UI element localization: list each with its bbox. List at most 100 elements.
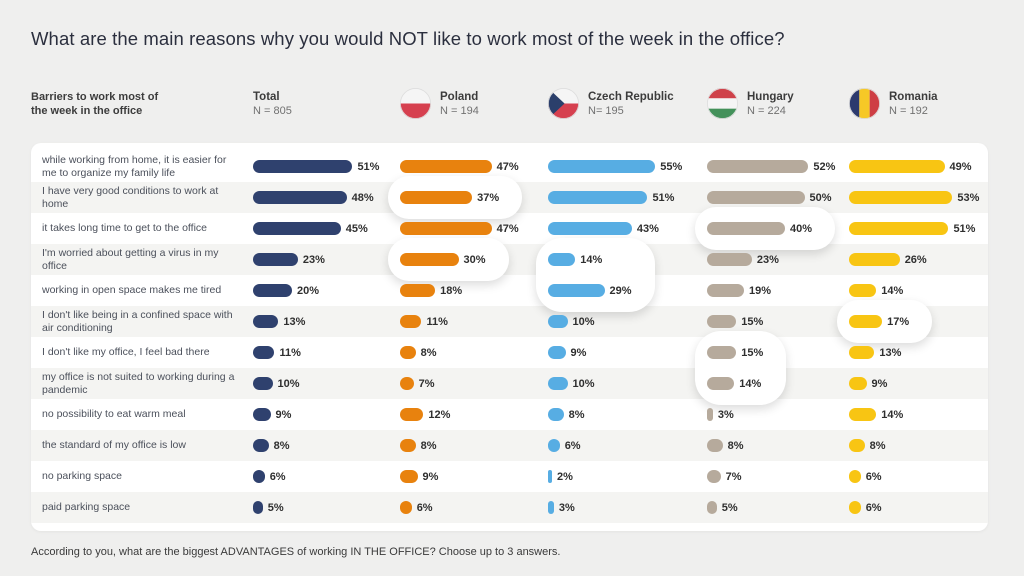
bar-cell: 6% <box>253 470 400 483</box>
bar <box>548 439 560 452</box>
bar <box>400 222 492 235</box>
table-row: it takes long time to get to the office 4… <box>31 213 988 244</box>
bar <box>253 191 347 204</box>
bar-cell: 10% <box>548 315 707 328</box>
column-header-czech-republic: Czech Republic N= 195 <box>547 87 707 120</box>
bar-value: 40% <box>790 222 813 235</box>
bar-cell: 14% <box>849 408 988 421</box>
bar-value: 51% <box>652 191 675 204</box>
bar-cell: 9% <box>548 346 707 359</box>
bar <box>548 160 656 173</box>
bar <box>707 377 735 390</box>
bar-cell: 7% <box>707 470 849 483</box>
bar-value: 13% <box>283 315 306 328</box>
table-row: I'm worried about getting a virus in my … <box>31 244 988 275</box>
bar-cell: 26% <box>849 253 988 266</box>
bar-value: 8% <box>420 439 437 452</box>
bar-cell: 9% <box>253 408 400 421</box>
bar-cell: 8% <box>400 439 548 452</box>
bar-value: 30% <box>463 253 486 266</box>
bar-cell: 10% <box>548 377 707 390</box>
row-label: I don't like my office, I feel bad there <box>42 346 210 359</box>
bar <box>400 470 418 483</box>
column-sample-size: N= 195 <box>588 104 624 117</box>
column-header-total: Total N = 805 <box>253 90 400 118</box>
bar <box>849 253 900 266</box>
table-row: no parking space 6% 9% 2% 7% 6% <box>31 461 988 492</box>
bar-cell: 9% <box>400 470 548 483</box>
column-header-romania: Romania N = 192 <box>848 87 988 120</box>
bar-cell: 8% <box>548 408 707 421</box>
bar-cell: 51% <box>548 191 707 204</box>
bar-cell: 53% <box>849 191 988 204</box>
footer-note: According to you, what are the biggest A… <box>31 546 561 558</box>
bar <box>253 470 265 483</box>
highlight-bubble <box>695 331 787 405</box>
table-row: while working from home, it is easier fo… <box>31 151 988 182</box>
bar-cell: 15% <box>707 346 849 359</box>
bar-value: 50% <box>809 191 832 204</box>
bar <box>849 408 877 421</box>
bar-cell: 47% <box>400 160 548 173</box>
bar <box>707 315 737 328</box>
table-caption: Barriers to work most of the week in the… <box>31 90 159 117</box>
bar <box>548 408 564 421</box>
chart-card: while working from home, it is easier fo… <box>31 143 988 531</box>
bar-value: 5% <box>267 501 284 514</box>
bar-cell: 13% <box>253 315 400 328</box>
bar-cell: 23% <box>253 253 400 266</box>
bar-value: 15% <box>741 346 764 359</box>
bar-value: 51% <box>953 222 976 235</box>
bar <box>548 191 648 204</box>
bar <box>400 315 422 328</box>
table-row: my office is not suited to working durin… <box>31 368 988 399</box>
bar-cell: 47% <box>400 222 548 235</box>
bar-value: 14% <box>881 284 904 297</box>
column-name: Hungary <box>747 90 794 103</box>
bar-value: 11% <box>426 315 448 328</box>
bar <box>253 408 271 421</box>
bar-cell: 15% <box>707 315 849 328</box>
bar <box>849 284 877 297</box>
table-row: I don't like being in a confined space w… <box>31 306 988 337</box>
bar-value: 12% <box>428 408 451 421</box>
bar-cell: 23% <box>707 253 849 266</box>
bar-value: 13% <box>879 346 902 359</box>
bar-cell: 51% <box>253 160 400 173</box>
bar-value: 53% <box>957 191 980 204</box>
column-sample-size: N = 194 <box>440 104 479 117</box>
bar <box>707 222 785 235</box>
row-label: working in open space makes me tired <box>42 284 222 297</box>
bar <box>707 253 752 266</box>
bar-value: 14% <box>739 377 762 390</box>
bar <box>849 346 875 359</box>
table-row: the standard of my office is low 8% 8% 6% 8%… <box>31 430 988 461</box>
bar-cell: 45% <box>253 222 400 235</box>
bar-value: 26% <box>904 253 927 266</box>
bar-cell: 7% <box>400 377 548 390</box>
bar-value: 6% <box>865 501 882 514</box>
bar-cell: 6% <box>548 439 707 452</box>
bar-cell: 11% <box>253 346 400 359</box>
bar-value: 9% <box>275 408 292 421</box>
bar-value: 6% <box>269 470 286 483</box>
bar-value: 2% <box>557 470 573 483</box>
bar-value: 10% <box>572 377 595 390</box>
column-name: Poland <box>440 90 479 103</box>
bar-cell: 8% <box>707 439 849 452</box>
table-row: I don't like my office, I feel bad there… <box>31 337 988 368</box>
bar-cell: 55% <box>548 160 707 173</box>
bar-cell: 8% <box>253 439 400 452</box>
row-label: it takes long time to get to the office <box>42 222 207 235</box>
bar-cell: 17% <box>849 315 988 328</box>
bar-value: 8% <box>420 346 437 359</box>
bar-value: 45% <box>345 222 368 235</box>
bar <box>253 160 353 173</box>
bar-cell: 14% <box>548 253 707 266</box>
highlight-bubble <box>536 238 655 312</box>
bar <box>400 377 414 390</box>
bar <box>253 377 273 390</box>
column-sample-size: N = 805 <box>253 104 292 117</box>
bar <box>253 253 298 266</box>
bar <box>548 346 566 359</box>
